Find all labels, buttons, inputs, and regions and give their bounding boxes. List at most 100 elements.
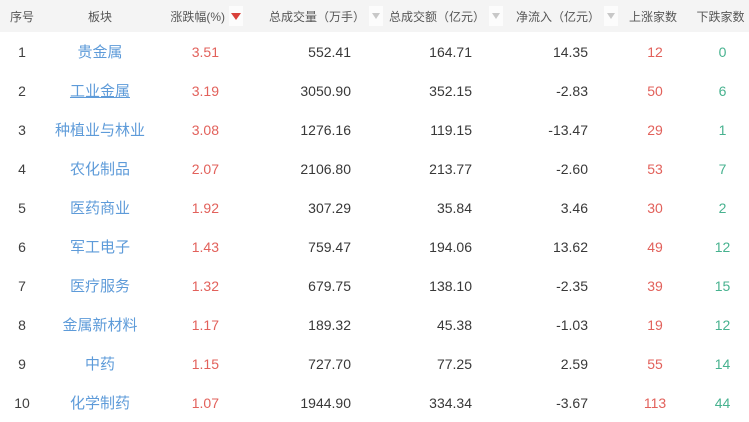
sector-cell: 医药商业 xyxy=(44,188,156,227)
net-inflow-cell: 3.46 xyxy=(560,199,588,216)
col-header-down-count: 下跌家数 xyxy=(682,0,749,32)
seq-cell: 9 xyxy=(18,355,26,372)
seq-cell: 3 xyxy=(18,121,26,138)
sector-cell: 贵金属 xyxy=(44,32,156,71)
up-count-cell: 30 xyxy=(647,199,663,216)
sector-link[interactable]: 医疗服务 xyxy=(69,278,130,295)
up-count-cell: 19 xyxy=(647,316,663,333)
table-row: 8 金属新材料 1.17 189.32 45.38 -1.03 19 12 xyxy=(0,305,749,344)
turnover-cell: 77.25 xyxy=(436,355,472,372)
change-pct-cell: 1.32 xyxy=(191,277,219,294)
sector-cell: 金属新材料 xyxy=(44,305,156,344)
volume-cell: 2106.80 xyxy=(300,160,351,177)
change-pct-cell: 1.17 xyxy=(191,316,219,333)
change-pct-cell: 1.15 xyxy=(191,355,219,372)
up-count-cell: 55 xyxy=(647,355,663,372)
sort-inactive-icon[interactable] xyxy=(604,6,618,26)
up-count-cell: 113 xyxy=(643,394,667,411)
volume-cell: 307.29 xyxy=(308,199,351,216)
turnover-cell: 213.77 xyxy=(429,160,472,177)
change-pct-cell: 3.08 xyxy=(191,121,219,138)
up-count-cell: 39 xyxy=(647,277,663,294)
sector-cell: 农化制品 xyxy=(44,149,156,188)
col-header-change-pct[interactable]: 涨跌幅(%) xyxy=(156,0,245,32)
volume-cell: 189.32 xyxy=(308,316,351,333)
turnover-cell: 119.15 xyxy=(430,121,472,138)
col-header-up-count: 上涨家数 xyxy=(620,0,682,32)
col-header-volume[interactable]: 总成交量（万手） xyxy=(245,0,385,32)
turnover-cell: 352.15 xyxy=(429,82,472,99)
net-inflow-cell: 13.62 xyxy=(552,238,588,255)
sector-cell: 化学制药 xyxy=(44,383,156,422)
seq-cell: 8 xyxy=(18,316,26,333)
net-inflow-cell: 14.35 xyxy=(552,43,588,60)
turnover-cell: 45.38 xyxy=(436,316,472,333)
table-row: 1 贵金属 3.51 552.41 164.71 14.35 12 0 xyxy=(0,32,749,71)
volume-cell: 759.47 xyxy=(308,238,351,255)
net-inflow-cell: -2.35 xyxy=(556,277,588,294)
table-row: 2 工业金属 3.19 3050.90 352.15 -2.83 50 6 xyxy=(0,71,749,110)
turnover-cell: 334.34 xyxy=(429,394,472,411)
col-header-seq-label: 序号 xyxy=(9,9,34,24)
table-row: 3 种植业与林业 3.08 1276.16 119.15 -13.47 29 1 xyxy=(0,110,749,149)
net-inflow-cell: 2.59 xyxy=(560,355,588,372)
up-count-cell: 29 xyxy=(647,121,663,138)
change-pct-cell: 1.43 xyxy=(191,238,219,255)
col-header-turnover-label: 总成交额（亿元） xyxy=(388,9,485,24)
net-inflow-cell: -13.47 xyxy=(548,121,588,138)
sector-link[interactable]: 农化制品 xyxy=(69,161,130,178)
up-count-cell: 49 xyxy=(647,238,663,255)
table-row: 5 医药商业 1.92 307.29 35.84 3.46 30 2 xyxy=(0,188,749,227)
down-count-cell: 15 xyxy=(714,277,731,294)
table-row: 10 化学制药 1.07 1944.90 334.34 -3.67 113 44 xyxy=(0,383,749,422)
up-count-cell: 50 xyxy=(647,82,663,99)
sector-link[interactable]: 工业金属 xyxy=(69,83,130,100)
sector-link[interactable]: 中药 xyxy=(84,356,115,373)
change-pct-cell: 3.19 xyxy=(191,82,219,99)
sector-link[interactable]: 医药商业 xyxy=(69,200,130,217)
sector-cell: 医疗服务 xyxy=(44,266,156,305)
net-inflow-cell: -2.60 xyxy=(556,160,588,177)
col-header-seq: 序号 xyxy=(0,0,44,32)
change-pct-cell: 2.07 xyxy=(191,160,219,177)
down-count-cell: 44 xyxy=(714,394,731,411)
table-row: 4 农化制品 2.07 2106.80 213.77 -2.60 53 7 xyxy=(0,149,749,188)
up-count-cell: 12 xyxy=(647,43,663,60)
table-body: 1 贵金属 3.51 552.41 164.71 14.35 12 0 2 工业… xyxy=(0,32,749,422)
down-count-cell: 7 xyxy=(718,160,727,177)
sort-desc-active-icon[interactable] xyxy=(229,6,243,26)
volume-cell: 727.70 xyxy=(308,355,351,372)
net-inflow-cell: -1.03 xyxy=(556,316,588,333)
up-count-cell: 53 xyxy=(647,160,663,177)
change-pct-cell: 3.51 xyxy=(191,43,219,60)
sector-link[interactable]: 化学制药 xyxy=(69,395,130,412)
seq-cell: 2 xyxy=(18,82,26,99)
volume-cell: 1944.90 xyxy=(300,394,351,411)
net-inflow-cell: -3.67 xyxy=(556,394,588,411)
sector-cell: 军工电子 xyxy=(44,227,156,266)
sector-link[interactable]: 贵金属 xyxy=(77,44,123,61)
sector-link[interactable]: 种植业与林业 xyxy=(54,122,145,139)
sector-cell: 中药 xyxy=(44,344,156,383)
col-header-turnover[interactable]: 总成交额（亿元） xyxy=(385,0,505,32)
col-header-net-inflow[interactable]: 净流入（亿元） xyxy=(505,0,620,32)
table-row: 6 军工电子 1.43 759.47 194.06 13.62 49 12 xyxy=(0,227,749,266)
turnover-cell: 164.71 xyxy=(429,43,472,60)
volume-cell: 679.75 xyxy=(308,277,351,294)
sector-link[interactable]: 金属新材料 xyxy=(62,317,138,334)
sort-inactive-icon[interactable] xyxy=(489,6,503,26)
seq-cell: 4 xyxy=(18,160,26,177)
volume-cell: 1276.16 xyxy=(300,121,351,138)
seq-cell: 10 xyxy=(14,394,30,411)
sector-link[interactable]: 军工电子 xyxy=(69,239,130,256)
down-count-cell: 0 xyxy=(718,43,727,60)
col-header-sector-label: 板块 xyxy=(87,9,112,24)
turnover-cell: 35.84 xyxy=(436,199,472,216)
down-count-cell: 2 xyxy=(718,199,727,216)
sector-cell: 种植业与林业 xyxy=(44,110,156,149)
table-row: 9 中药 1.15 727.70 77.25 2.59 55 14 xyxy=(0,344,749,383)
col-header-change-pct-label: 涨跌幅(%) xyxy=(170,9,225,24)
col-header-volume-label: 总成交量（万手） xyxy=(268,9,365,24)
sort-inactive-icon[interactable] xyxy=(369,6,383,26)
